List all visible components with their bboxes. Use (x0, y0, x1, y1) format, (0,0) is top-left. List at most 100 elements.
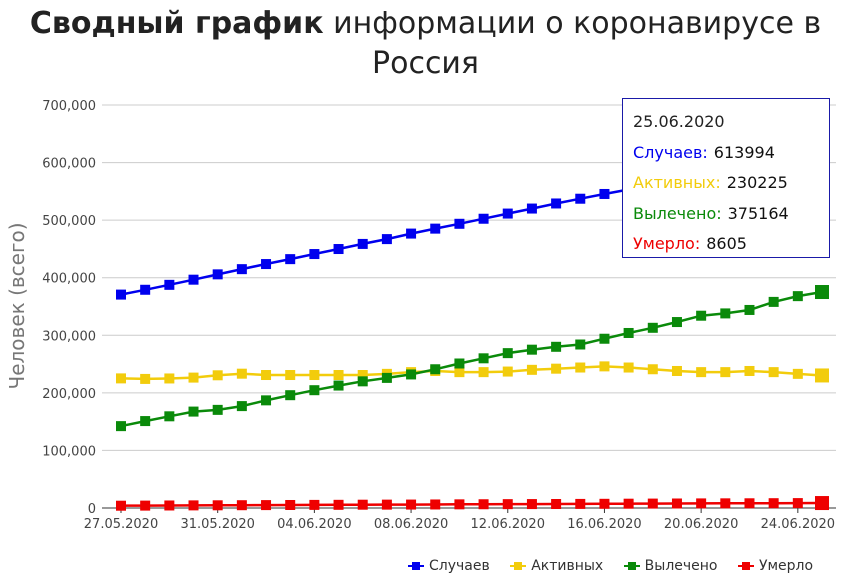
data-point (768, 296, 779, 307)
tooltip-label-cases: Случаев: (633, 142, 708, 162)
data-point (212, 500, 223, 511)
data-point (744, 304, 755, 315)
series-line-3 (120, 501, 823, 507)
data-point (309, 499, 320, 510)
data-point (430, 364, 441, 375)
data-point (720, 498, 731, 509)
data-point (502, 208, 513, 219)
data-point (792, 368, 803, 379)
data-point (406, 369, 417, 380)
tooltip-row-active: Активных: 230225 (633, 168, 819, 199)
data-point (357, 370, 368, 381)
data-point (696, 310, 707, 321)
data-point (551, 341, 562, 352)
legend-item-active[interactable]: Активных (510, 558, 603, 574)
tooltip-label-active: Активных: (633, 173, 721, 192)
data-point (696, 498, 707, 509)
data-point (261, 259, 272, 270)
data-point (671, 498, 682, 509)
data-point (599, 333, 610, 344)
data-point (116, 500, 126, 511)
data-point (140, 373, 151, 384)
legend-swatch-recovered (623, 562, 640, 570)
x-tick-label: 16.06.2020 (567, 517, 641, 532)
x-tick-label: 12.06.2020 (471, 517, 545, 532)
data-point (647, 322, 658, 333)
x-tick-label: 04.06.2020 (277, 517, 351, 532)
data-point (671, 365, 682, 376)
data-point (744, 498, 755, 509)
tooltip-row-recovered: Вылечено: 375164 (633, 199, 819, 230)
data-point (720, 367, 731, 378)
tooltip-label-recovered: Вылечено: (633, 203, 722, 223)
tooltip-date: 25.06.2020 (633, 112, 725, 131)
data-point (212, 269, 223, 280)
data-point (285, 254, 296, 265)
legend-item-recovered[interactable]: Вылечено (623, 558, 718, 574)
data-point (333, 370, 344, 381)
data-point (381, 499, 392, 510)
tooltip-label-deaths: Умерло: (633, 234, 701, 253)
data-point (526, 499, 537, 510)
legend-item-cases[interactable]: Случаев (408, 558, 490, 574)
data-point (357, 238, 368, 249)
data-point (309, 385, 320, 396)
data-point (720, 308, 731, 319)
data-point (575, 193, 586, 204)
data-point (623, 498, 634, 509)
data-point (188, 406, 199, 417)
data-point (575, 498, 586, 509)
data-point (116, 289, 126, 300)
data-point (599, 361, 610, 372)
data-point (478, 499, 489, 510)
data-point (454, 218, 465, 229)
data-point (285, 390, 296, 401)
data-point (815, 285, 829, 300)
tooltip-row-cases: Случаев: 613994 (633, 138, 819, 169)
tooltip-value-active: 230225 (726, 173, 788, 192)
tooltip-value-cases: 613994 (713, 142, 775, 162)
x-tick-label: 08.06.2020 (374, 517, 448, 532)
x-tick-label: 27.05.2020 (84, 517, 158, 532)
data-point (454, 499, 465, 510)
data-point (116, 373, 126, 384)
data-point (526, 344, 537, 355)
data-point (357, 499, 368, 510)
data-point (478, 367, 489, 378)
data-point (212, 404, 223, 415)
legend-swatch-deaths (737, 562, 754, 570)
data-point (526, 203, 537, 214)
data-point (140, 416, 151, 427)
data-point (454, 367, 465, 378)
data-point (526, 364, 537, 375)
tooltip-value-recovered: 375164 (727, 203, 789, 223)
x-tick-label: 31.05.2020 (180, 517, 254, 532)
data-point (502, 348, 513, 359)
y-tick-label: 500,000 (42, 214, 96, 229)
legend-label-active: Активных (531, 558, 604, 574)
chart-title-rest: информации о коронавирусе в Россия (323, 6, 822, 81)
series-line-2 (120, 290, 823, 428)
data-point (815, 496, 829, 511)
data-point (261, 500, 272, 511)
series-line-1 (120, 365, 823, 381)
data-point (188, 274, 199, 285)
data-point (478, 353, 489, 364)
x-tick-label: 24.06.2020 (761, 517, 835, 532)
data-point (333, 499, 344, 510)
data-point (116, 421, 126, 432)
data-point (164, 279, 175, 290)
data-point (768, 367, 779, 378)
data-point (236, 264, 247, 275)
data-point (647, 498, 658, 509)
hover-tooltip: 25.06.2020 Случаев: 613994 Активных: 23022… (622, 98, 830, 258)
y-tick-label: 600,000 (42, 157, 96, 172)
data-point (575, 362, 586, 373)
data-point (478, 213, 489, 224)
data-point (164, 373, 175, 384)
legend-item-deaths[interactable]: Умерло (737, 558, 813, 574)
y-tick-label: 0 (88, 502, 96, 517)
legend-swatch-active (510, 562, 527, 570)
y-tick-label: 300,000 (42, 329, 96, 344)
